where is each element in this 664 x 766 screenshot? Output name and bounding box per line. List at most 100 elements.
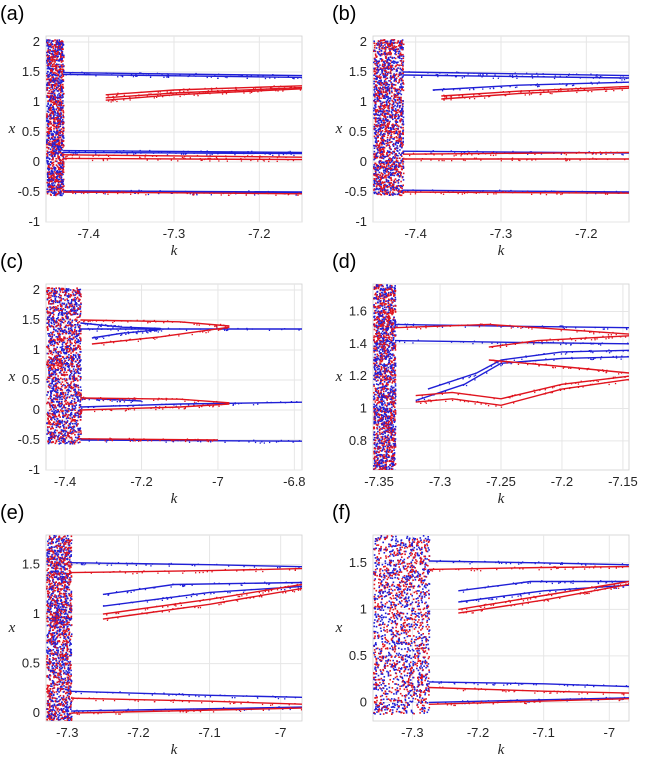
chaos-point <box>58 310 60 312</box>
chaos-point <box>62 65 65 68</box>
chaos-point <box>48 41 50 43</box>
chaos-point <box>375 178 378 180</box>
chaos-point <box>60 104 63 107</box>
chaos-point <box>50 143 53 145</box>
chaos-point <box>397 67 399 69</box>
chaos-point <box>397 109 399 111</box>
orbit-point-red <box>193 94 195 96</box>
chaos-point <box>54 150 56 153</box>
orbit-point-red <box>108 96 111 99</box>
orbit-point-red <box>245 194 247 196</box>
chaos-point <box>386 66 388 68</box>
chaos-point <box>71 433 73 435</box>
orbit-point-red <box>612 153 615 156</box>
chaos-point <box>58 88 60 91</box>
chaos-point <box>402 47 404 49</box>
chaos-point <box>373 132 376 134</box>
chaos-point <box>58 144 61 146</box>
chaos-point <box>387 67 390 69</box>
chaos-point <box>382 186 385 189</box>
chaos-point <box>52 54 55 56</box>
orbit-point-blue <box>104 193 106 195</box>
chaos-point <box>379 108 382 110</box>
chaos-point <box>72 345 75 347</box>
orbit-point-red <box>261 156 263 158</box>
chaos-point <box>394 94 397 97</box>
chaos-point <box>46 54 49 56</box>
chaos-point <box>391 193 393 195</box>
orbit-point-blue <box>437 75 439 78</box>
chaos-point <box>400 165 403 168</box>
orbit-point-blue <box>106 72 108 74</box>
orbit-point-red <box>603 88 606 90</box>
orbit-point-red <box>475 157 477 159</box>
chaos-point <box>386 110 389 112</box>
orbit-point-red <box>575 152 578 154</box>
chaos-point <box>382 67 384 70</box>
chaos-point <box>59 120 62 123</box>
orbit-point-blue <box>437 74 439 76</box>
chaos-point <box>58 138 60 140</box>
chaos-point <box>395 77 398 79</box>
chaos-point <box>53 187 56 190</box>
chaos-point <box>380 186 382 188</box>
chaos-point <box>54 380 57 382</box>
orbit-point-red <box>198 91 201 93</box>
orbit-point-blue <box>459 89 461 91</box>
chaos-point <box>49 148 52 150</box>
chaos-point <box>386 144 389 146</box>
chaos-point <box>389 148 392 150</box>
chaos-point <box>46 161 49 163</box>
chaos-point <box>396 89 399 92</box>
chaos-point <box>56 118 59 120</box>
orbit-point-red <box>113 154 115 156</box>
chaos-point <box>382 176 385 179</box>
orbit-point-red <box>259 89 262 92</box>
orbit-point-red <box>184 158 186 160</box>
orbit-point-blue <box>196 193 198 195</box>
chaos-point <box>57 186 59 189</box>
chaos-point <box>57 336 59 338</box>
chaos-point <box>383 41 386 44</box>
chaos-point <box>46 50 49 53</box>
chaos-point <box>381 39 383 42</box>
chaos-point <box>397 141 399 144</box>
chaos-point <box>382 73 385 75</box>
orbit-point-blue <box>158 192 160 195</box>
orbit-point-red <box>475 192 477 194</box>
chaos-point <box>381 120 383 122</box>
orbit-point-blue <box>158 73 161 75</box>
chaos-point <box>62 393 65 396</box>
chaos-point <box>394 84 397 86</box>
chaos-point <box>79 401 81 403</box>
chaos-point <box>384 168 387 170</box>
chaos-point <box>79 360 82 363</box>
orbit-point-red <box>169 91 172 94</box>
chaos-point <box>389 65 392 67</box>
branch-line-red <box>441 87 629 100</box>
chaos-point <box>386 186 389 189</box>
chaos-point <box>378 176 380 178</box>
chaos-point <box>54 442 57 445</box>
chaos-point <box>55 139 57 142</box>
orbit-point-red <box>201 159 203 161</box>
chaos-point <box>46 72 48 75</box>
chaos-point <box>376 125 378 128</box>
chaos-point <box>402 151 405 154</box>
chaos-point <box>388 80 390 82</box>
orbit-point-red <box>518 92 520 94</box>
chaos-point <box>58 145 60 147</box>
chaos-point <box>377 92 380 94</box>
chaos-point <box>375 168 377 171</box>
chaos-point <box>398 176 401 178</box>
chaos-point <box>388 109 390 111</box>
chaos-point <box>53 138 56 140</box>
chaos-point <box>380 44 383 46</box>
chaos-point <box>62 80 65 82</box>
orbit-point-red <box>135 96 137 98</box>
chaos-point <box>55 407 57 409</box>
chaos-point <box>376 175 378 177</box>
orbit-point-blue <box>223 151 225 153</box>
chaos-point <box>389 97 392 100</box>
orbit-point-red <box>499 91 502 93</box>
